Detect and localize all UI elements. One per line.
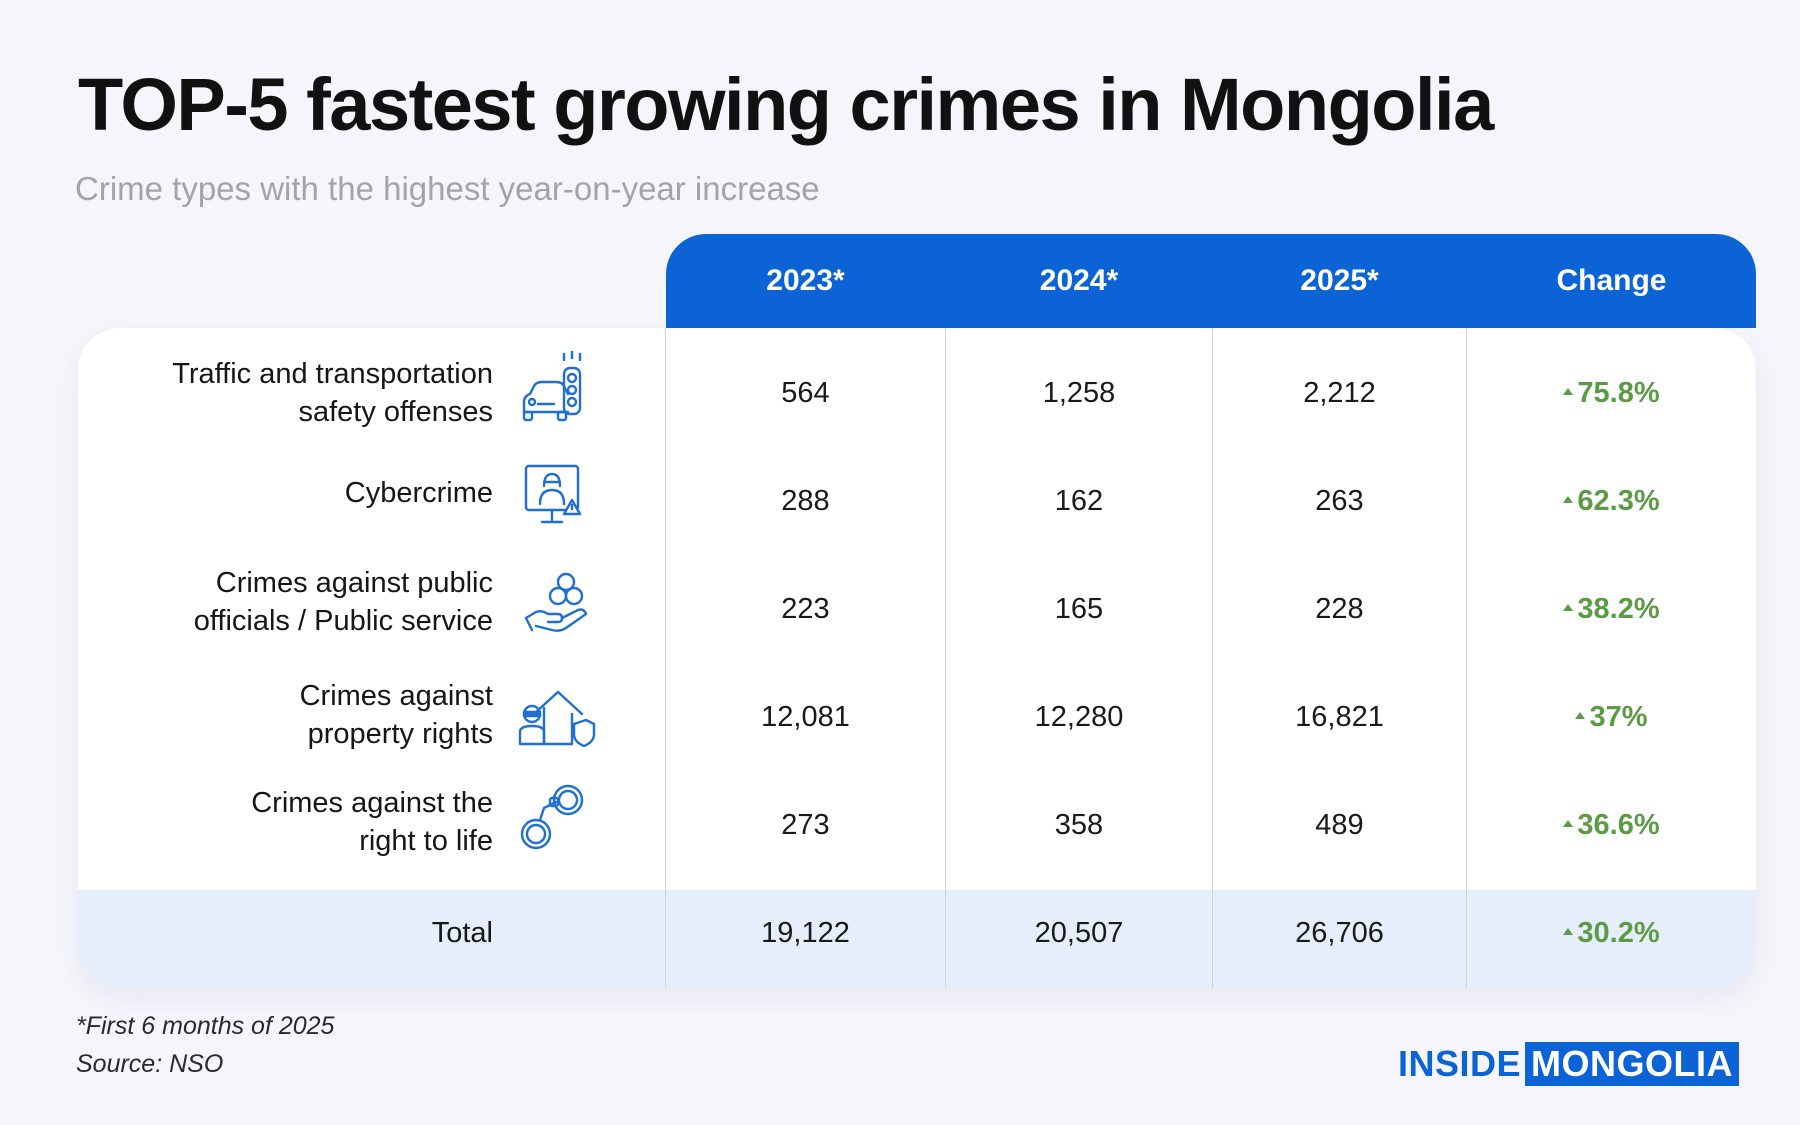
total-value: 20,507 [1034, 917, 1124, 949]
header-2025: 2025* [1300, 264, 1379, 297]
inside-mongolia-logo: INSIDE MONGOLIA [1398, 1042, 1740, 1086]
up-arrow-icon [1563, 495, 1574, 503]
hacker-monitor-icon [524, 464, 582, 524]
cell-value: 358 [1054, 809, 1104, 841]
column-divider [945, 328, 946, 988]
up-arrow-icon [1575, 711, 1586, 719]
cell-value: 1,258 [1042, 377, 1116, 409]
cell-value: 564 [781, 377, 830, 409]
row-label-cybercrime: Cybercrime [344, 477, 493, 509]
row-label-property-rights: Crimes against property rights [299, 680, 493, 750]
header-2023: 2023* [766, 264, 845, 297]
logo-part-mongolia: MONGOLIA [1525, 1042, 1740, 1086]
total-change: 30.2% [1467, 915, 1756, 951]
footnote: *First 6 months of 2025 [76, 1012, 335, 1040]
change-value: 38.2% [1467, 591, 1756, 627]
change-value: 62.3% [1467, 483, 1756, 519]
handcuffs-icon [520, 784, 584, 850]
row-label-public-officials: Crimes against public officials / Public… [193, 567, 493, 637]
cell-value: 12,081 [761, 701, 850, 733]
chart-subtitle: Crime types with the highest year-on-yea… [75, 170, 820, 207]
row-label-traffic: Traffic and transportation safety offens… [172, 358, 493, 428]
column-divider [665, 328, 666, 988]
cell-value: 288 [781, 485, 830, 517]
column-divider [1466, 328, 1467, 988]
house-thief-icon [518, 690, 596, 748]
cell-value: 489 [1315, 809, 1364, 841]
logo-part-inside: INSIDE [1398, 1043, 1522, 1084]
change-value: 75.8% [1467, 375, 1756, 411]
cell-value: 223 [781, 593, 830, 625]
up-arrow-icon [1563, 819, 1574, 827]
header-2024: 2024* [1039, 264, 1119, 297]
cell-value: 228 [1315, 593, 1364, 625]
total-label: Total [431, 917, 493, 949]
up-arrow-icon [1563, 603, 1574, 611]
hand-group-icon [524, 572, 588, 632]
change-value: 36.6% [1467, 807, 1756, 843]
table-card [78, 328, 1756, 988]
cell-value: 2,212 [1303, 377, 1376, 409]
cell-value: 263 [1315, 485, 1364, 517]
up-arrow-icon [1563, 387, 1574, 395]
source-note: Source: NSO [76, 1050, 224, 1078]
row-label-right-to-life: Crimes against the right to life [251, 787, 493, 857]
table-header [666, 234, 1756, 328]
cell-value: 165 [1054, 593, 1104, 625]
column-divider [1212, 328, 1213, 988]
header-change: Change [1556, 264, 1667, 297]
chart-title: TOP-5 fastest growing crimes in Mongolia [78, 63, 1494, 146]
total-row-band [78, 890, 1756, 988]
cell-value: 12,280 [1034, 701, 1124, 733]
cell-value: 273 [781, 809, 830, 841]
up-arrow-icon [1563, 927, 1574, 935]
change-value: 37% [1467, 699, 1756, 735]
cell-value: 16,821 [1295, 701, 1384, 733]
traffic-light-car-icon [522, 350, 582, 422]
total-value: 19,122 [761, 917, 850, 949]
total-value: 26,706 [1295, 917, 1384, 949]
cell-value: 162 [1054, 485, 1104, 517]
